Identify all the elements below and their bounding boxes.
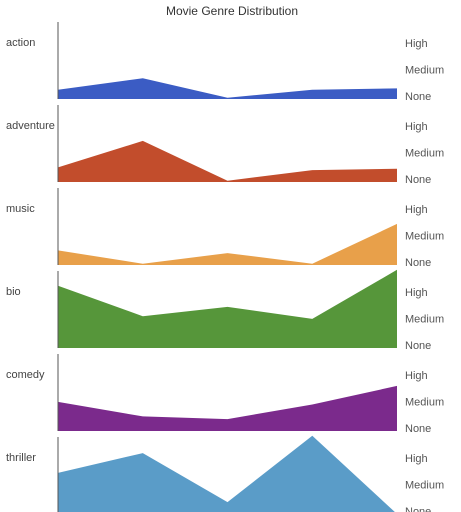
level-label-action-none: None	[405, 91, 431, 103]
area-comedy	[58, 385, 397, 431]
level-label-adventure-medium: Medium	[405, 148, 444, 160]
level-label-action-medium: Medium	[405, 65, 444, 77]
area-thriller	[58, 435, 395, 512]
level-label-comedy-high: High	[405, 370, 428, 382]
level-label-adventure-none: None	[405, 174, 431, 186]
genre-row-bio: bio None Medium High	[6, 269, 444, 352]
level-label-thriller-medium: Medium	[405, 480, 444, 492]
genre-row-adventure: adventure None Medium High	[6, 105, 444, 186]
genre-row-action: action None Medium High	[6, 22, 444, 103]
row-label-bio: bio	[6, 286, 21, 298]
level-label-bio-high: High	[405, 287, 428, 299]
chart-title: Movie Genre Distribution	[166, 4, 298, 18]
level-label-thriller-high: High	[405, 453, 428, 465]
area-action	[58, 78, 397, 99]
row-label-action: action	[6, 37, 35, 49]
level-label-action-high: High	[405, 38, 428, 50]
level-label-bio-medium: Medium	[405, 314, 444, 326]
level-label-bio-none: None	[405, 340, 431, 352]
level-label-adventure-high: High	[405, 121, 428, 133]
level-label-music-medium: Medium	[405, 231, 444, 243]
genre-row-comedy: comedy None Medium High	[6, 354, 444, 435]
area-music	[58, 223, 397, 265]
area-bio	[58, 269, 397, 348]
genre-row-thriller: thriller None Medium High	[6, 435, 444, 512]
row-label-adventure: adventure	[6, 120, 55, 132]
genre-rows: action None Medium High adventure None Medium H…	[6, 22, 444, 512]
row-label-comedy: comedy	[6, 369, 45, 381]
row-label-music: music	[6, 203, 35, 215]
row-label-thriller: thriller	[6, 452, 36, 464]
area-adventure	[58, 140, 397, 182]
level-label-music-none: None	[405, 257, 431, 269]
level-label-music-high: High	[405, 204, 428, 216]
level-label-comedy-medium: Medium	[405, 397, 444, 409]
level-label-comedy-none: None	[405, 423, 431, 435]
level-label-thriller-none: None	[405, 506, 431, 512]
genre-row-music: music None Medium High	[6, 188, 444, 269]
